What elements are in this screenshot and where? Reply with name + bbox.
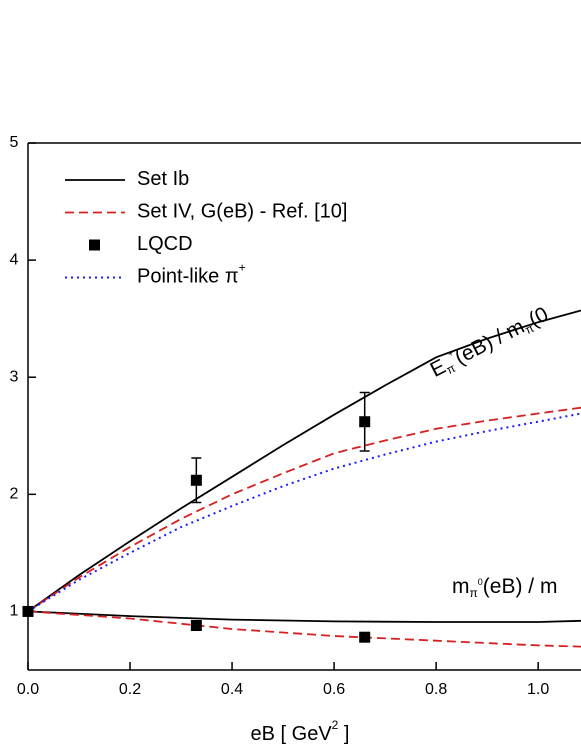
x-tick-label: 0.0 xyxy=(17,681,39,698)
y-tick-label: 1 xyxy=(10,603,19,620)
y-tick-label: 5 xyxy=(10,134,19,151)
x-tick-label: 0.2 xyxy=(119,681,141,698)
legend-label: Set IV, G(eB) - Ref. [10] xyxy=(137,201,347,223)
series-line xyxy=(27,309,581,613)
ann-part: (eB) / m xyxy=(483,575,558,598)
legend-label: LQCD xyxy=(137,233,193,255)
series-line xyxy=(27,406,581,613)
legend-label: Set Ib xyxy=(137,168,189,190)
data-point xyxy=(359,631,371,643)
x-label-text: ] xyxy=(338,723,349,745)
ann-part: m xyxy=(452,575,470,598)
data-point xyxy=(190,619,202,631)
legend-text: + xyxy=(239,261,246,275)
y-tick-label: 4 xyxy=(10,251,19,268)
legend-text: LQCD xyxy=(137,233,193,255)
x-tick-label: 0.6 xyxy=(323,681,345,698)
annotation: mπ0(eB) / m xyxy=(452,575,557,601)
series-line xyxy=(27,610,581,648)
legend-label: Point-like π+ xyxy=(137,261,246,288)
ann-part: (eB) / m xyxy=(451,314,528,368)
data-point xyxy=(22,605,34,617)
series-line xyxy=(27,412,581,613)
legend-text: Point-like π xyxy=(137,266,239,288)
plot-area xyxy=(22,142,581,671)
data-point xyxy=(190,474,202,486)
series-line xyxy=(27,610,581,623)
legend-text: Set IV, G(eB) - Ref. [10] xyxy=(137,201,347,223)
annotation: Eπ+(eB) / mπ(0 xyxy=(426,302,553,384)
x-tick-label: 0.4 xyxy=(221,681,243,698)
x-label-text: eB [ GeV xyxy=(251,723,333,745)
data-point xyxy=(359,416,371,428)
legend-marker xyxy=(89,239,100,251)
ann-sub: π xyxy=(470,586,478,600)
y-tick-label: 2 xyxy=(10,486,19,503)
x-axis-label: eB [ GeV2 ] xyxy=(251,718,350,745)
y-tick-label: 3 xyxy=(10,368,19,385)
ann-sup: 0 xyxy=(478,577,483,587)
x-tick-label: 0.8 xyxy=(425,681,447,698)
x-label-sup: 2 xyxy=(332,718,339,732)
ann-sup: + xyxy=(446,348,455,359)
legend-text: Set Ib xyxy=(137,168,189,190)
x-tick-label: 1.0 xyxy=(527,681,549,698)
